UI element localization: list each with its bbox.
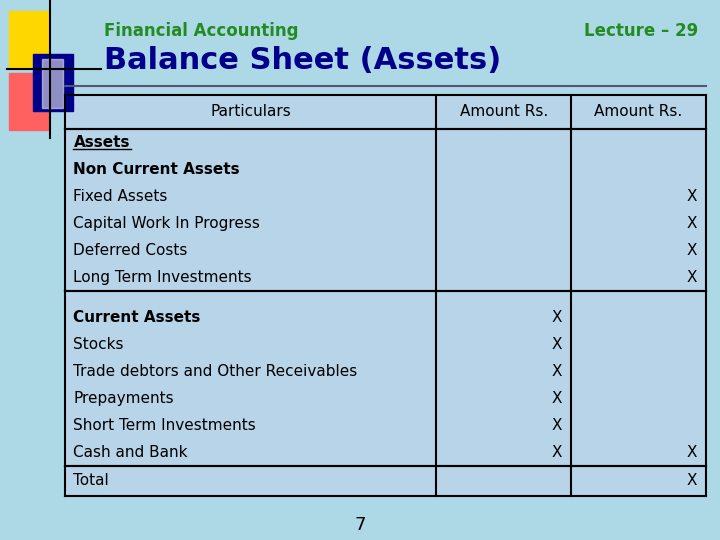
Text: X: X — [552, 445, 562, 460]
Text: Total: Total — [73, 474, 109, 488]
Text: Financial Accounting: Financial Accounting — [104, 22, 299, 40]
Text: Stocks: Stocks — [73, 337, 124, 352]
Bar — [65, 94, 706, 129]
Bar — [42, 59, 63, 108]
Bar — [9, 11, 48, 68]
Text: Short Term Investments: Short Term Investments — [73, 418, 256, 433]
Text: X: X — [552, 310, 562, 325]
Text: X: X — [686, 269, 697, 285]
Text: Prepayments: Prepayments — [73, 391, 174, 406]
Text: Capital Work In Progress: Capital Work In Progress — [73, 215, 261, 231]
Bar — [65, 129, 706, 291]
Text: X: X — [552, 364, 562, 379]
Text: Particulars: Particulars — [210, 104, 291, 119]
Text: Amount Rs.: Amount Rs. — [459, 104, 548, 119]
Text: X: X — [686, 242, 697, 258]
Text: Fixed Assets: Fixed Assets — [73, 188, 168, 204]
Text: Non Current Assets: Non Current Assets — [73, 161, 240, 177]
Text: X: X — [552, 337, 562, 352]
Text: X: X — [686, 215, 697, 231]
Text: X: X — [686, 445, 697, 460]
Bar — [9, 73, 48, 130]
Text: X: X — [686, 474, 697, 488]
Text: Deferred Costs: Deferred Costs — [73, 242, 188, 258]
Bar — [33, 54, 73, 111]
Text: Cash and Bank: Cash and Bank — [73, 445, 188, 460]
Text: Trade debtors and Other Receivables: Trade debtors and Other Receivables — [73, 364, 358, 379]
Text: Long Term Investments: Long Term Investments — [73, 269, 252, 285]
Text: X: X — [552, 391, 562, 406]
Text: Assets: Assets — [73, 134, 130, 150]
Text: Amount Rs.: Amount Rs. — [594, 104, 683, 119]
Text: 7: 7 — [354, 516, 366, 534]
Text: X: X — [552, 418, 562, 433]
Text: Lecture – 29: Lecture – 29 — [584, 22, 698, 40]
Bar — [65, 466, 706, 496]
Bar — [65, 291, 706, 466]
Text: X: X — [686, 188, 697, 204]
Text: Current Assets: Current Assets — [73, 310, 201, 325]
Text: Balance Sheet (Assets): Balance Sheet (Assets) — [104, 46, 502, 75]
